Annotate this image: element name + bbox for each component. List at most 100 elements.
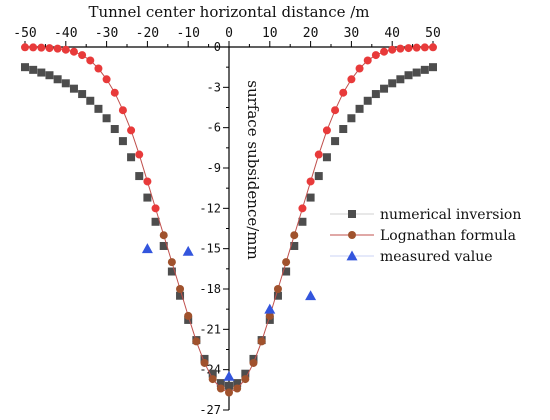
data-point bbox=[135, 150, 144, 159]
data-point bbox=[322, 126, 331, 135]
data-point bbox=[388, 45, 397, 54]
data-point bbox=[429, 43, 437, 52]
data-point bbox=[69, 47, 78, 56]
data-point bbox=[298, 204, 307, 213]
data-point bbox=[102, 114, 111, 123]
data-point bbox=[223, 370, 235, 381]
data-point bbox=[388, 79, 397, 88]
legend-item-0: numerical inversion bbox=[330, 207, 521, 223]
data-point bbox=[233, 384, 242, 393]
data-point bbox=[225, 388, 233, 397]
data-point bbox=[371, 90, 380, 99]
y-tick-label: -21 bbox=[199, 322, 221, 336]
data-point bbox=[371, 51, 380, 60]
data-point bbox=[37, 68, 46, 77]
data-point bbox=[241, 369, 250, 378]
data-point bbox=[363, 96, 372, 105]
data-point bbox=[86, 96, 95, 105]
data-point bbox=[298, 217, 307, 226]
data-point bbox=[347, 75, 356, 84]
x-tick-label: -20 bbox=[136, 26, 159, 41]
data-point bbox=[127, 153, 136, 162]
data-point bbox=[29, 65, 38, 74]
data-point bbox=[118, 106, 127, 115]
legend-label: measured value bbox=[380, 249, 493, 265]
data-point bbox=[273, 285, 282, 293]
x-ticks: -50 -40 -30 -20 -10 0 10 20 30 40 50 bbox=[13, 26, 441, 47]
data-point bbox=[29, 43, 38, 52]
data-point bbox=[264, 303, 276, 314]
data-point bbox=[208, 369, 217, 378]
x-axis-title: Tunnel center horizontal distance /m bbox=[88, 3, 369, 21]
x-tick-label: 40 bbox=[384, 26, 400, 41]
data-point bbox=[314, 150, 323, 159]
data-point bbox=[306, 193, 315, 202]
data-point bbox=[94, 64, 103, 73]
data-point bbox=[184, 311, 193, 320]
x-tick-label: 10 bbox=[262, 26, 278, 41]
data-point bbox=[151, 204, 160, 213]
x-tick-label: 0 bbox=[225, 26, 233, 41]
data-point bbox=[225, 381, 233, 390]
data-point bbox=[143, 177, 152, 186]
x-tick-label: -40 bbox=[54, 26, 77, 41]
data-point bbox=[249, 358, 258, 367]
data-point bbox=[159, 241, 168, 250]
series-0 bbox=[21, 63, 437, 390]
data-point bbox=[380, 84, 389, 93]
y-tick-label: -18 bbox=[199, 282, 221, 296]
data-point bbox=[167, 267, 176, 276]
data-point bbox=[290, 231, 299, 240]
data-point bbox=[184, 315, 193, 324]
data-point bbox=[420, 65, 429, 74]
data-point bbox=[159, 231, 168, 240]
data-point bbox=[176, 291, 185, 300]
data-point bbox=[339, 125, 348, 134]
legend-label: Lognathan formula bbox=[380, 228, 516, 244]
data-point bbox=[290, 241, 299, 250]
data-point bbox=[355, 64, 364, 73]
y-tick-label: -15 bbox=[199, 242, 221, 256]
x-tick-label: -10 bbox=[176, 26, 199, 41]
legend-marker bbox=[348, 210, 356, 218]
data-point bbox=[118, 137, 127, 146]
y-tick-label: -3 bbox=[207, 80, 221, 94]
data-point bbox=[61, 79, 70, 88]
data-point bbox=[314, 172, 323, 181]
data-point bbox=[273, 291, 282, 300]
data-point bbox=[110, 125, 119, 134]
x-tick-label: 50 bbox=[425, 26, 441, 41]
data-point bbox=[396, 44, 405, 53]
legend-item-1: Lognathan formula bbox=[330, 228, 516, 244]
data-point bbox=[21, 43, 29, 52]
data-point bbox=[182, 245, 194, 256]
data-point bbox=[305, 290, 317, 301]
data-point bbox=[110, 88, 119, 97]
data-point bbox=[233, 379, 242, 388]
data-point bbox=[21, 63, 29, 72]
y-tick-label: -27 bbox=[199, 403, 221, 417]
y-tick-label: -6 bbox=[207, 121, 221, 135]
data-point bbox=[86, 56, 95, 65]
legend-item-2: measured value bbox=[330, 249, 493, 265]
x-tick-label: -50 bbox=[13, 26, 36, 41]
y-axis-title: surface subsidence/mm bbox=[244, 80, 262, 259]
data-point bbox=[135, 172, 144, 181]
data-point bbox=[331, 106, 340, 115]
data-point bbox=[53, 75, 62, 84]
data-point bbox=[404, 44, 413, 53]
data-point bbox=[151, 217, 160, 226]
data-point bbox=[127, 126, 136, 135]
data-point bbox=[78, 51, 87, 60]
data-point bbox=[404, 71, 413, 80]
data-point bbox=[176, 285, 185, 293]
legend-label: numerical inversion bbox=[380, 207, 521, 223]
data-point bbox=[94, 104, 103, 113]
legend-marker bbox=[348, 231, 356, 239]
data-point bbox=[257, 337, 266, 346]
data-point bbox=[216, 379, 225, 388]
data-point bbox=[322, 153, 331, 162]
data-point bbox=[208, 375, 217, 384]
data-point bbox=[37, 43, 46, 52]
